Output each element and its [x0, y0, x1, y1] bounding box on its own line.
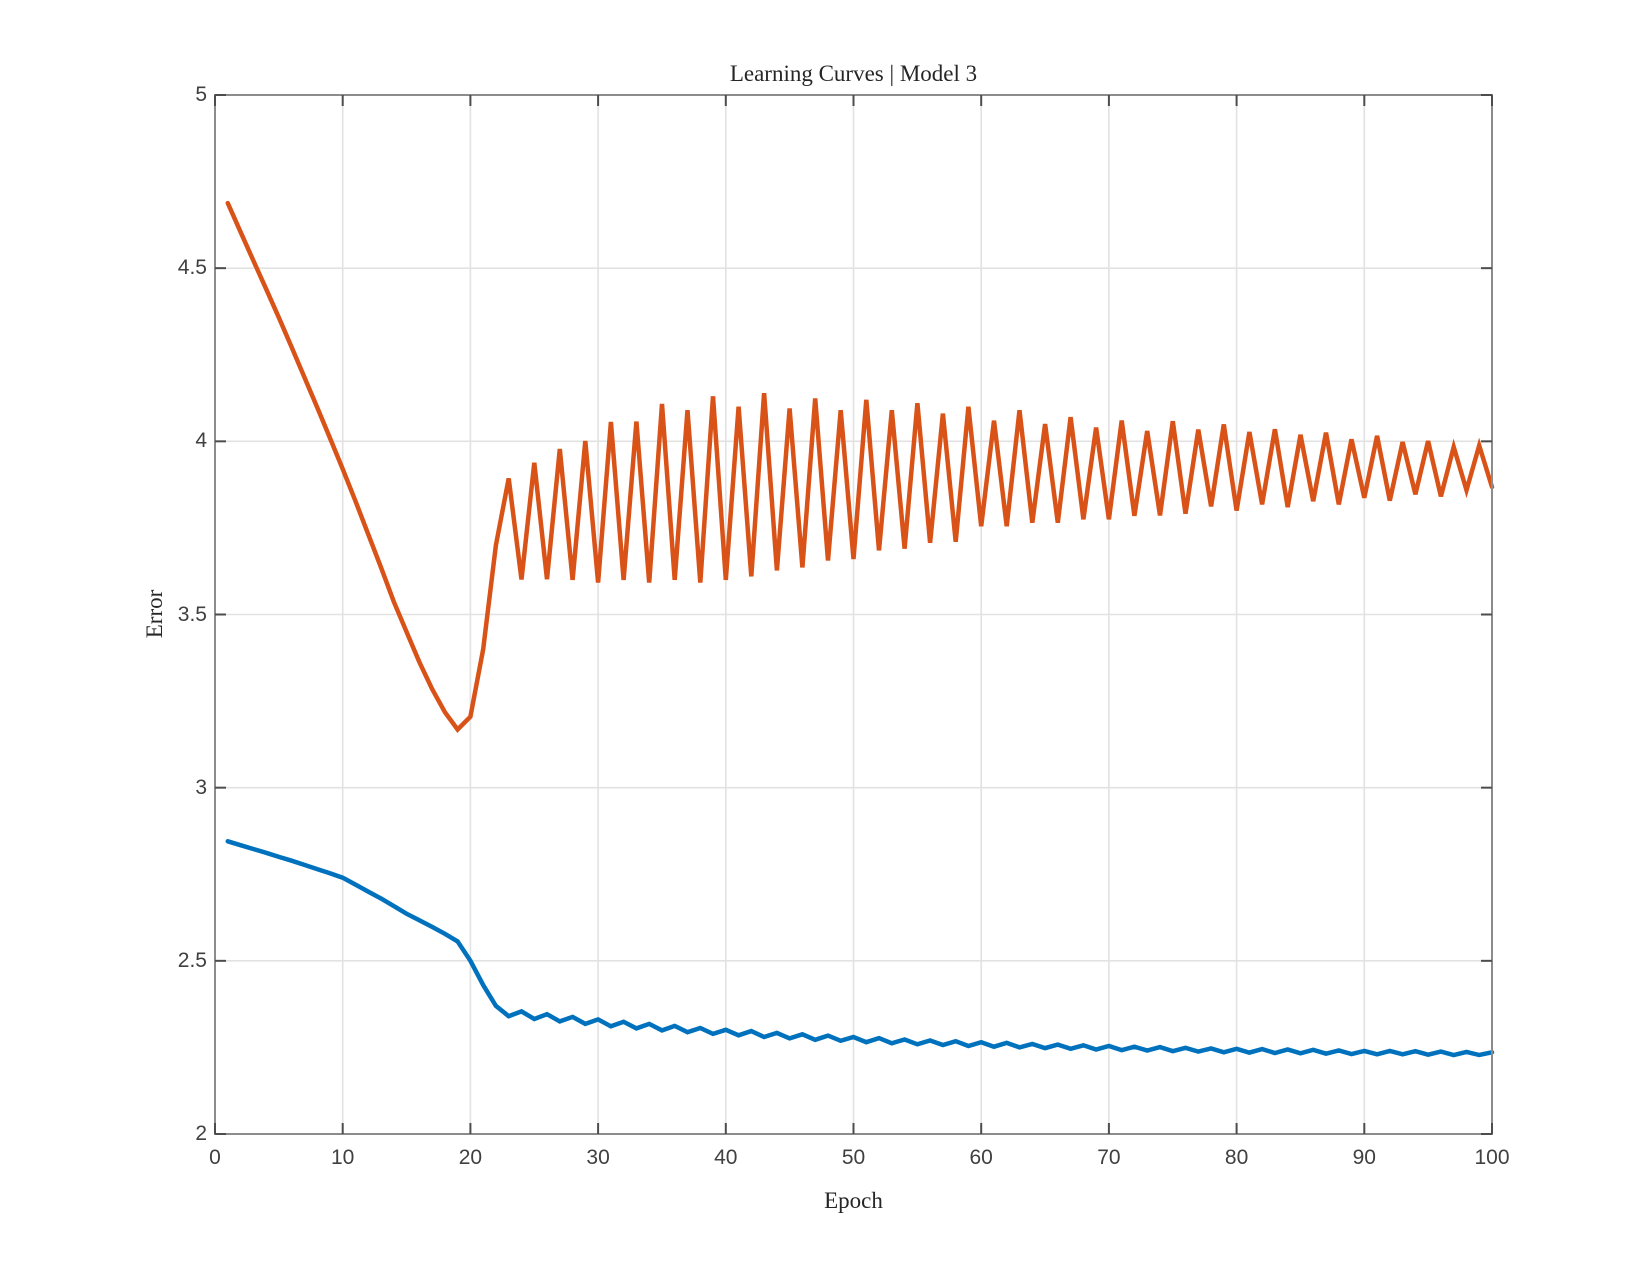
- x-tick-label: 70: [1097, 1146, 1121, 1169]
- x-tick-label: 0: [209, 1146, 221, 1169]
- x-tick-label: 90: [1352, 1146, 1376, 1169]
- y-tick-label: 5: [195, 83, 207, 106]
- y-tick-label: 4: [195, 429, 207, 453]
- x-tick-label: 50: [841, 1146, 866, 1169]
- tick-marks: [214, 94, 1493, 1135]
- x-axis-label: Epoch: [824, 1188, 883, 1213]
- x-tick-label: 30: [586, 1146, 610, 1169]
- x-tick-label: 40: [714, 1146, 738, 1169]
- series-line-1: [225, 839, 1495, 1058]
- series-line-2: [225, 200, 1495, 733]
- y-tick-label: 3: [195, 775, 207, 799]
- y-tick-label: 2: [195, 1122, 207, 1145]
- data-series: [225, 200, 1495, 1058]
- y-tick-label: 2.5: [177, 948, 207, 972]
- x-tick-label: 80: [1224, 1146, 1249, 1169]
- y-tick-label: 3.5: [177, 602, 207, 626]
- chart-title: Learning Curves | Model 3: [729, 61, 978, 86]
- y-axis-label: Error: [142, 589, 167, 639]
- x-tick-label: 100: [1474, 1146, 1510, 1169]
- x-tick-label: 20: [458, 1146, 483, 1169]
- x-tick-label: 10: [331, 1146, 355, 1169]
- x-tick-label: 60: [969, 1146, 993, 1169]
- y-tick-label: 4.5: [177, 256, 207, 280]
- grid-lines: [214, 94, 1493, 1135]
